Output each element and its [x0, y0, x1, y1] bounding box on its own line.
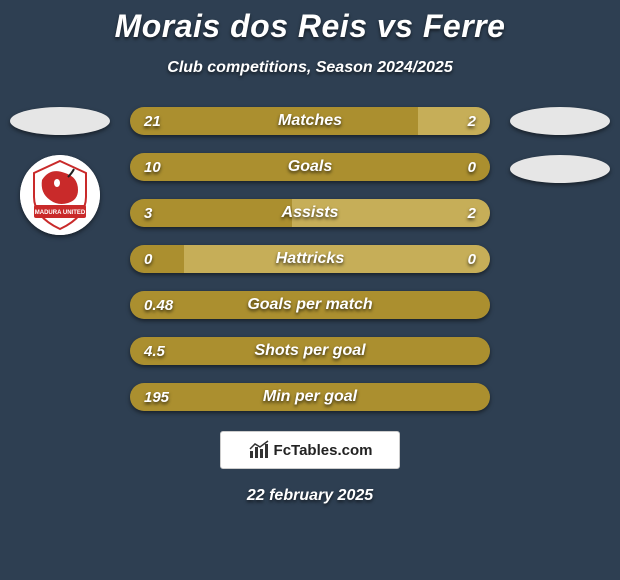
- stat-bar-left-value: 0: [144, 245, 152, 273]
- stat-bar-right-segment: [418, 107, 490, 135]
- infographic-container: Morais dos Reis vs Ferre Club competitio…: [0, 0, 620, 580]
- stat-bar-right-segment: [184, 245, 490, 273]
- brand-box: FcTables.com: [220, 431, 400, 469]
- stat-bar-left-segment: [130, 153, 490, 181]
- stat-bar-left-segment: [130, 383, 490, 411]
- svg-text:MADURA UNITED: MADURA UNITED: [35, 210, 86, 216]
- player-left-flag: [10, 107, 110, 135]
- stat-bar-right-value: 2: [468, 107, 476, 135]
- stat-bar-left-value: 195: [144, 383, 169, 411]
- page-subtitle: Club competitions, Season 2024/2025: [0, 59, 620, 77]
- stat-bar: Matches212: [130, 107, 490, 135]
- stat-bar-right-segment: [292, 199, 490, 227]
- stat-bar-right-value: 0: [468, 153, 476, 181]
- brand-label: FcTables.com: [274, 442, 373, 459]
- stat-bar-left-value: 10: [144, 153, 161, 181]
- stat-bar-left-segment: [130, 337, 490, 365]
- stat-bar-left-segment: [130, 107, 418, 135]
- right-column: [510, 107, 610, 183]
- stat-bar-left-segment: [130, 291, 490, 319]
- page-title: Morais dos Reis vs Ferre: [0, 8, 620, 45]
- club-badge-icon: MADURA UNITED: [20, 155, 100, 235]
- stat-bar-right-value: 0: [468, 245, 476, 273]
- stat-bar-left-value: 4.5: [144, 337, 165, 365]
- player-left-club-badge: MADURA UNITED: [20, 155, 100, 235]
- stat-bar-left-value: 3: [144, 199, 152, 227]
- main-row: MADURA UNITED Matches212Goals100Assists3…: [0, 107, 620, 411]
- stat-bar: Min per goal195: [130, 383, 490, 411]
- stat-bar-left-value: 0.48: [144, 291, 173, 319]
- stat-bar-left-segment: [130, 245, 184, 273]
- player-right-club-badge: [510, 155, 610, 183]
- stat-bar: Hattricks00: [130, 245, 490, 273]
- brand-chart-icon: [248, 439, 270, 461]
- stat-bar-left-value: 21: [144, 107, 161, 135]
- stat-bar: Assists32: [130, 199, 490, 227]
- stat-bar: Goals100: [130, 153, 490, 181]
- stat-bar-left-segment: [130, 199, 292, 227]
- player-right-flag: [510, 107, 610, 135]
- stat-bar: Goals per match0.48: [130, 291, 490, 319]
- stat-bar-right-value: 2: [468, 199, 476, 227]
- stat-bar: Shots per goal4.5: [130, 337, 490, 365]
- stats-bars-column: Matches212Goals100Assists32Hattricks00Go…: [130, 107, 490, 411]
- date-label: 22 february 2025: [0, 487, 620, 505]
- left-column: MADURA UNITED: [10, 107, 110, 235]
